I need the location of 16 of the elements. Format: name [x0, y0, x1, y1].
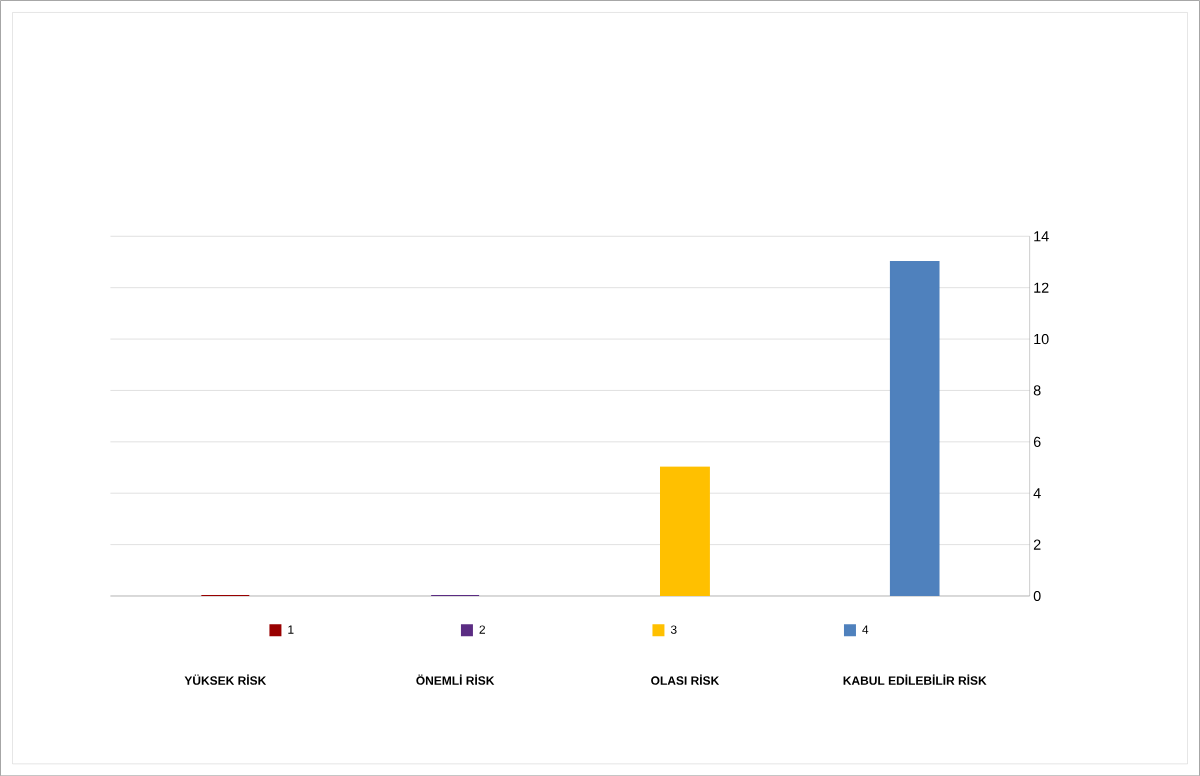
- legend-label: 4: [862, 625, 869, 634]
- legend-label: 2: [479, 625, 485, 634]
- y-tick-label: 0: [1033, 590, 1041, 601]
- x-tick-label: YÜKSEK RİSK: [184, 674, 267, 685]
- x-tick-label: ÖNEMLİ RİSK: [416, 674, 495, 685]
- y-tick-label: 10: [1034, 333, 1049, 344]
- y-tick-label: 12: [1034, 282, 1049, 293]
- y-tick-label: 14: [1034, 231, 1049, 242]
- legend-label: 3: [670, 625, 677, 634]
- x-tick-label: OLASI RİSK: [651, 674, 720, 685]
- y-tick-label: 2: [1033, 539, 1041, 550]
- legend-label: 1: [288, 625, 294, 634]
- y-tick-label: 6: [1033, 436, 1041, 447]
- x-tick-label: KABUL EDİLEBİLİR RİSK: [843, 674, 987, 685]
- y-tick-label: 4: [1033, 488, 1041, 498]
- y-tick-label: 8: [1033, 385, 1041, 396]
